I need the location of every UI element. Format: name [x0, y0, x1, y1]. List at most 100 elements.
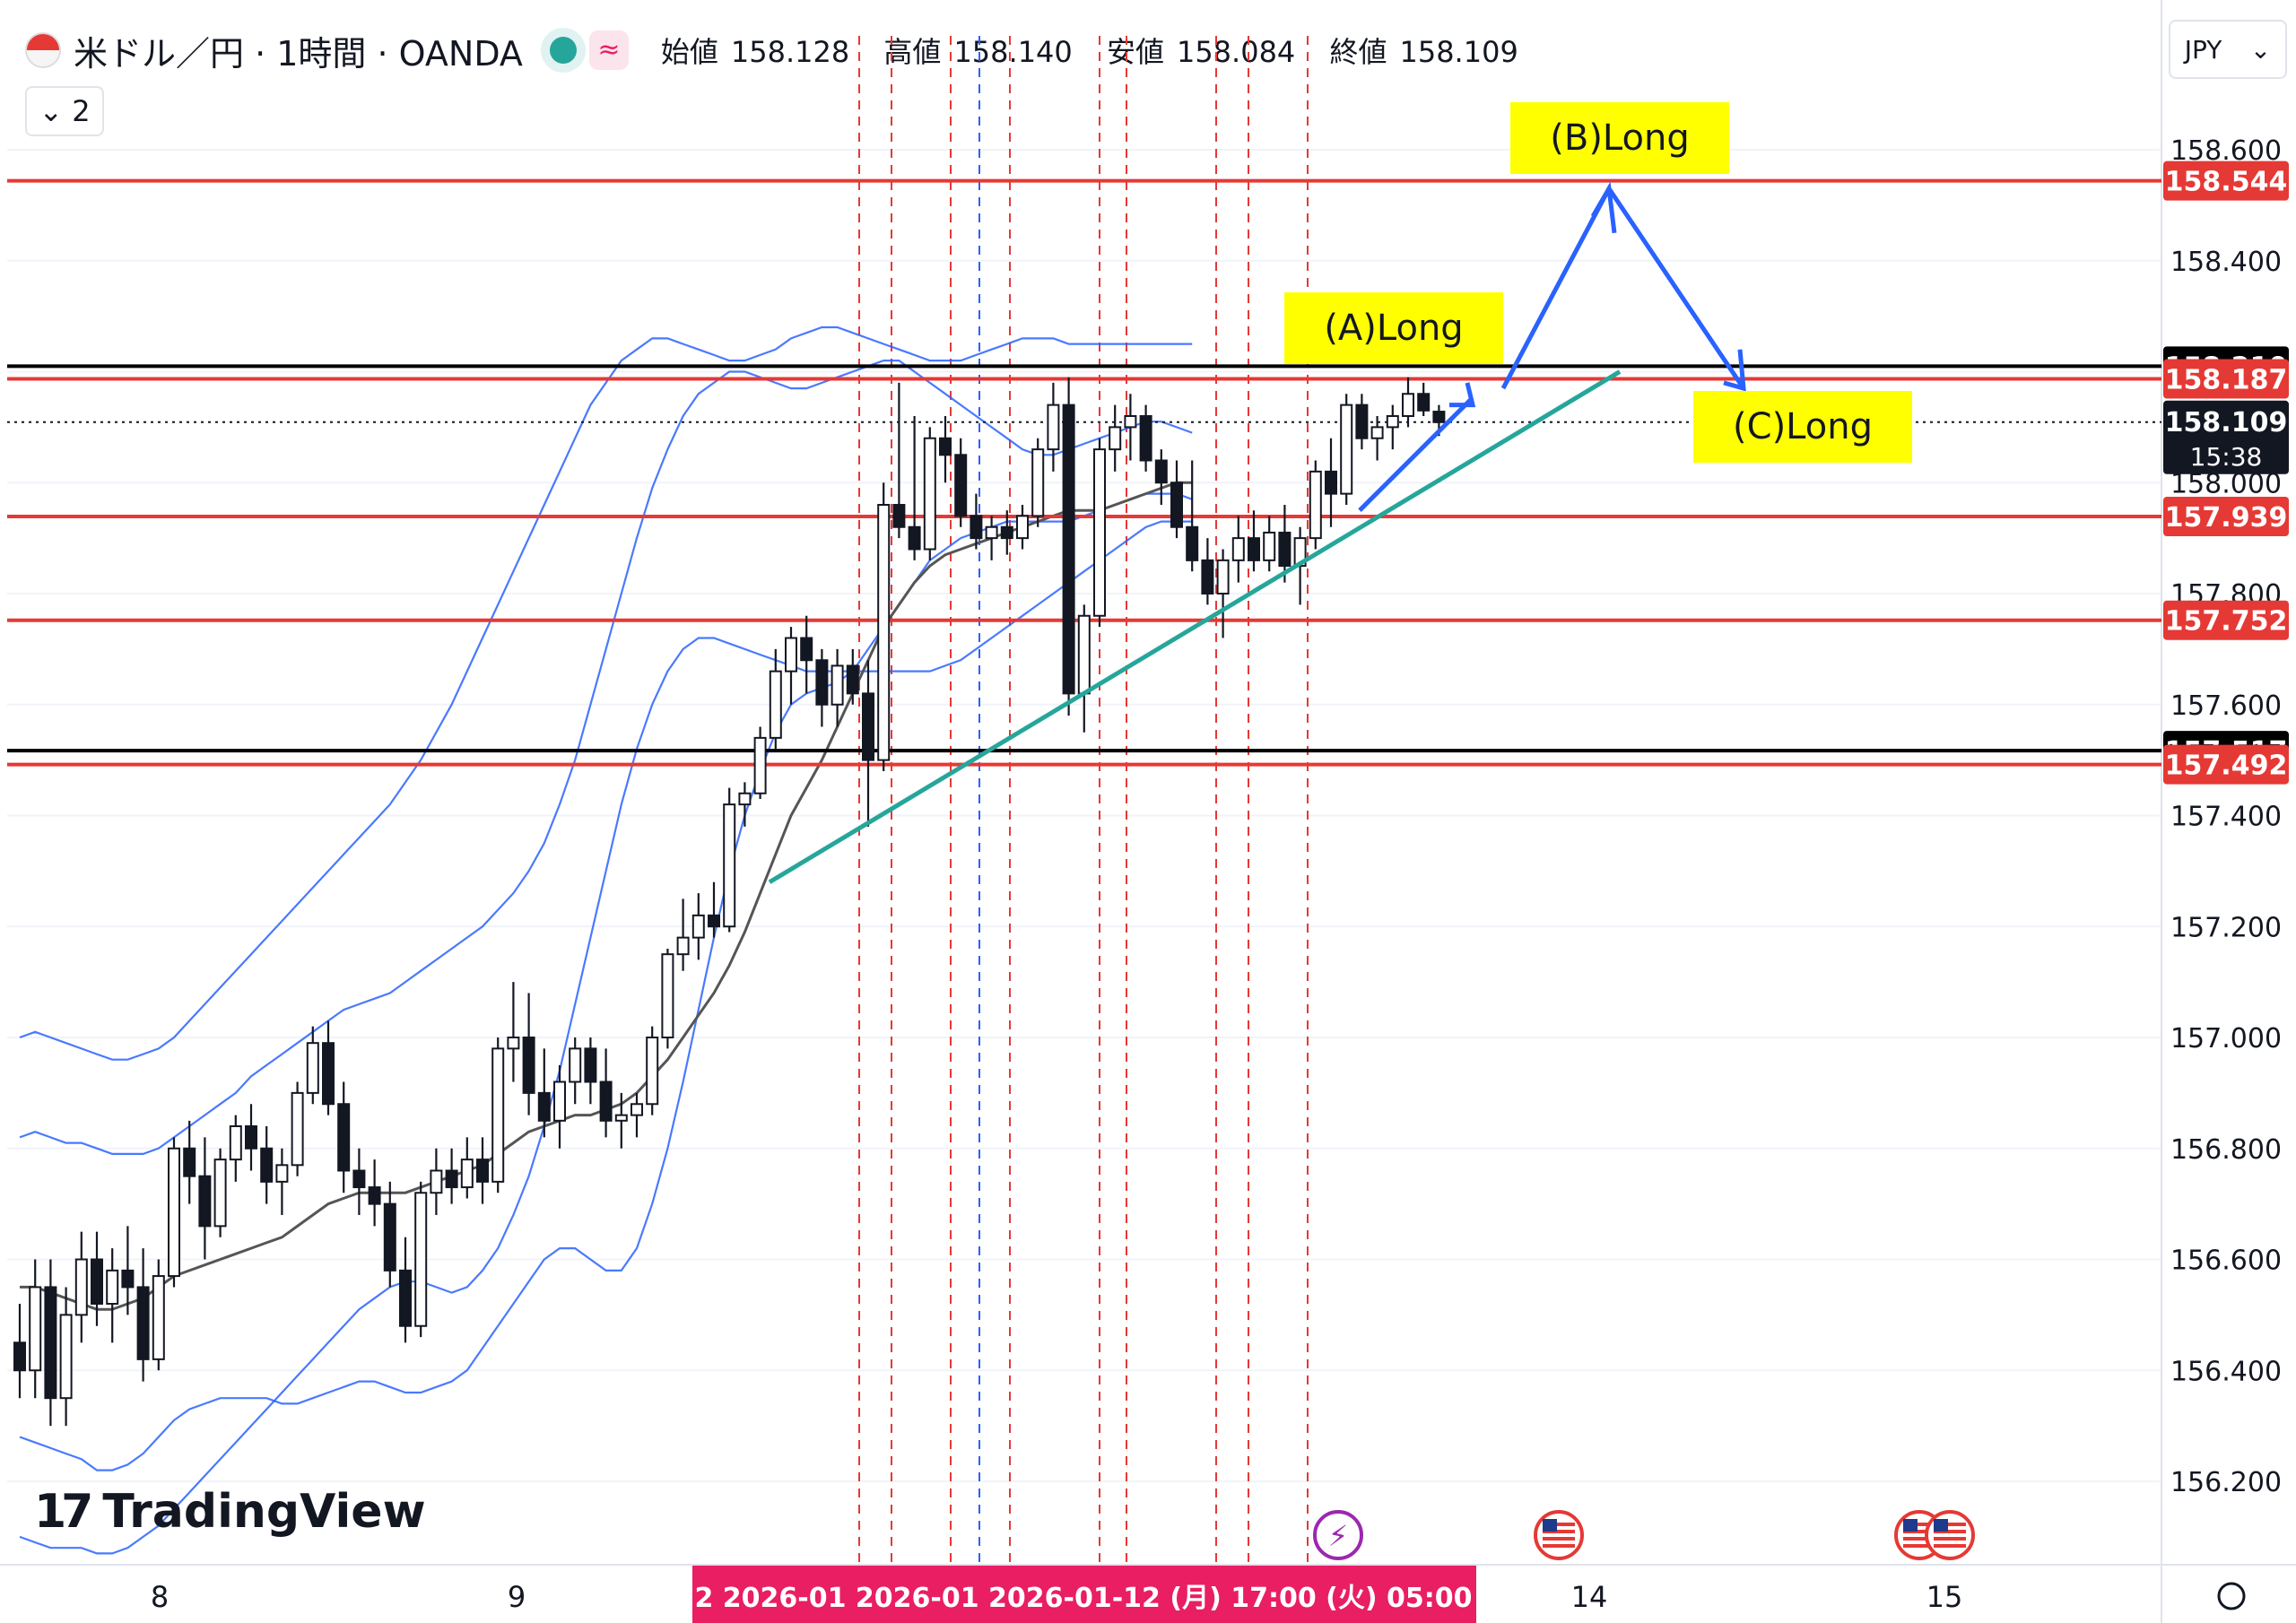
- candle-body: [569, 1047, 582, 1083]
- candle-body: [74, 1258, 88, 1316]
- candle-body: [136, 1286, 150, 1360]
- candle-body: [1154, 459, 1168, 484]
- candle-body: [106, 1269, 119, 1305]
- flag-stripe: [1934, 1530, 1966, 1533]
- crosshair-time-label: 2 2026-01 2026-01 2026-01-12 (月) 17:00 (…: [694, 1583, 1472, 1614]
- candle-body: [584, 1047, 597, 1083]
- candle-body: [414, 1192, 428, 1327]
- candle-body: [352, 1169, 366, 1189]
- event-ring: [1925, 1510, 1975, 1560]
- candle-body: [368, 1186, 381, 1205]
- horizontal-levels: [7, 178, 2161, 767]
- candle-body: [168, 1147, 180, 1278]
- candle-body: [445, 1169, 458, 1189]
- candle-body: [44, 1286, 57, 1400]
- candle-body: [1263, 531, 1276, 561]
- candle-body: [1402, 393, 1414, 417]
- lightning-glyph: ⚡: [1328, 1519, 1348, 1553]
- candle-body: [306, 1042, 319, 1094]
- candle-body: [1340, 404, 1353, 495]
- flag-stripe: [1543, 1530, 1575, 1533]
- scenario-arrows: [1358, 181, 1746, 512]
- candle-body: [183, 1147, 196, 1177]
- candle-body: [954, 454, 968, 517]
- candle-body: [553, 1081, 566, 1122]
- flag-stripe: [1903, 1537, 1935, 1541]
- flag-stripe: [1903, 1544, 1935, 1548]
- bollinger-band: [19, 520, 1193, 1555]
- flag-stripe: [1934, 1544, 1966, 1548]
- candle-body: [970, 515, 983, 540]
- lightning-event-icon[interactable]: [1313, 1510, 1363, 1560]
- price-badge: [2163, 600, 2289, 640]
- candle-body: [1278, 531, 1292, 568]
- arrow-to-a: [1358, 397, 1473, 512]
- price-tick-label: 158.400: [2170, 247, 2282, 278]
- candle-body: [1124, 415, 1137, 429]
- candle-body: [631, 1103, 643, 1116]
- price-badge-label: 157.752: [2165, 606, 2288, 638]
- candle-body: [1417, 393, 1431, 412]
- economic-events[interactable]: ⚡: [1313, 1510, 1975, 1560]
- us-flag-event-icon[interactable]: [1534, 1510, 1584, 1560]
- time-tick-label: 8: [151, 1580, 169, 1614]
- price-badge: [2163, 161, 2289, 201]
- candle-body: [91, 1258, 103, 1305]
- candle-body: [892, 504, 906, 528]
- time-axis[interactable]: 8 9 14 15 2 2026-01 2026-01 2026-01-12 (月) 1…: [151, 1566, 2246, 1623]
- candle-body: [399, 1269, 412, 1327]
- flag-stripe: [1903, 1523, 1935, 1526]
- annotation-box: [1284, 292, 1503, 364]
- candle-body: [691, 914, 705, 939]
- candle-body: [507, 1037, 520, 1050]
- candle-body: [198, 1175, 212, 1228]
- bollinger-band: [19, 360, 1193, 1155]
- currency-selector[interactable]: JPY ⌄: [2169, 20, 2287, 79]
- candle-body: [537, 1091, 551, 1122]
- flag-canton: [1934, 1519, 1948, 1532]
- indicators-collapse-button[interactable]: ⌄ 2: [25, 86, 104, 136]
- candle-body: [29, 1286, 42, 1372]
- close-value: 158.109: [1399, 35, 1518, 69]
- candle-body: [1109, 426, 1122, 451]
- flag-stripe: [1543, 1523, 1575, 1526]
- us-flag-event-icon[interactable]: [1925, 1510, 1975, 1560]
- candle-body: [769, 670, 782, 739]
- open-label: 始値: [660, 35, 718, 69]
- price-tick-label: 157.200: [2170, 912, 2282, 943]
- candle-body: [815, 659, 829, 706]
- candle-body: [877, 504, 891, 761]
- candlesticks: [13, 377, 1446, 1427]
- price-tick-label: 156.800: [2170, 1134, 2282, 1166]
- candle-body: [785, 637, 797, 673]
- support-trendline: [768, 369, 1622, 884]
- bollinger-band: [19, 492, 1193, 1471]
- price-badge: [2163, 496, 2289, 536]
- candle-body: [430, 1169, 443, 1194]
- bollinger-band: [19, 325, 1193, 1061]
- currency-label: JPY: [2184, 34, 2222, 65]
- price-tick-label: 157.400: [2170, 802, 2282, 833]
- candle-body: [1016, 515, 1029, 540]
- candle-body: [1170, 482, 1183, 528]
- price-axis[interactable]: 158.600158.400158.200158.000157.800157.6…: [2163, 135, 2289, 1498]
- price-badge: [2163, 359, 2289, 399]
- chart-legend: 米ドル／円 · 1時間 · OANDA ≈ 始値 158.128 高値 158.14…: [25, 25, 1544, 75]
- candle-body: [831, 664, 844, 706]
- candle-body: [661, 953, 674, 1038]
- arrow-head-a: [1449, 382, 1476, 408]
- wave-icon[interactable]: ≈: [588, 30, 629, 70]
- candle-body: [1432, 411, 1446, 423]
- candle-body: [275, 1164, 289, 1183]
- symbol-title[interactable]: 米ドル／円 · 1時間 · OANDA: [74, 33, 523, 74]
- tradingview-mark: 17: [34, 1485, 93, 1539]
- candle-body: [13, 1341, 26, 1372]
- candle-body: [723, 803, 736, 928]
- gear-icon[interactable]: [2217, 1582, 2246, 1610]
- candle-body: [1370, 426, 1384, 439]
- ohlc-values: 始値 158.128 高値 158.140 安値 158.084 終値 158.109: [661, 30, 1544, 71]
- candle-body: [260, 1147, 274, 1183]
- flag-canton: [1903, 1519, 1918, 1532]
